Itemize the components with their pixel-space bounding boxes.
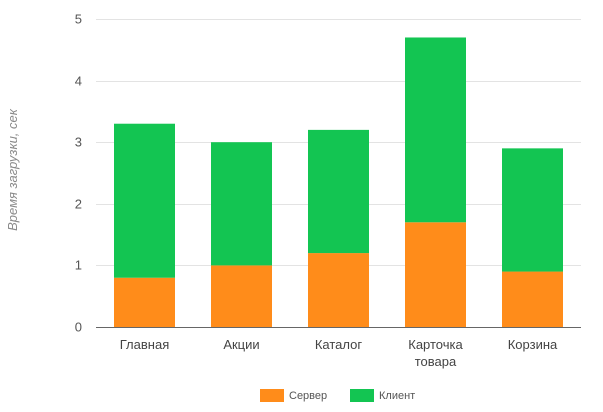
axis-layer: 0 1 2 3 4 5 Главная Акции Каталог Карточка товара К… — [75, 12, 581, 369]
legend-item-client: Клиент — [350, 389, 415, 402]
bars-layer — [114, 37, 563, 327]
legend-label: Сервер — [289, 390, 327, 402]
x-category-label: Главная — [120, 337, 169, 352]
bar-segment-client — [502, 148, 563, 272]
bar-segment-client — [114, 123, 175, 278]
bar-segment-client — [211, 142, 272, 266]
x-category-label: Карточка товара — [408, 337, 463, 369]
y-tick-label: 1 — [75, 258, 82, 273]
bar-segment-server — [502, 271, 563, 327]
y-tick-label: 5 — [75, 12, 82, 27]
legend: Сервер Клиент — [260, 389, 415, 402]
x-category-label: Каталог — [315, 337, 363, 352]
bar-segment-server — [114, 277, 175, 327]
y-tick-label: 4 — [75, 74, 82, 89]
y-tick-label: 0 — [75, 320, 82, 335]
y-tick-label: 2 — [75, 197, 82, 212]
bar-segment-client — [405, 37, 466, 223]
y-tick-label: 3 — [75, 135, 82, 150]
bar-segment-server — [405, 222, 466, 327]
legend-swatch — [350, 389, 374, 402]
x-category-label: Корзина — [508, 337, 558, 352]
bar-segment-server — [211, 265, 272, 327]
y-axis-title: Время загрузки, сек — [5, 108, 20, 231]
bar-segment-server — [308, 253, 369, 327]
bar-segment-client — [308, 129, 369, 254]
x-category-label: Акции — [223, 337, 259, 352]
legend-swatch — [260, 389, 284, 402]
legend-item-server: Сервер — [260, 389, 327, 402]
legend-label: Клиент — [379, 390, 415, 402]
